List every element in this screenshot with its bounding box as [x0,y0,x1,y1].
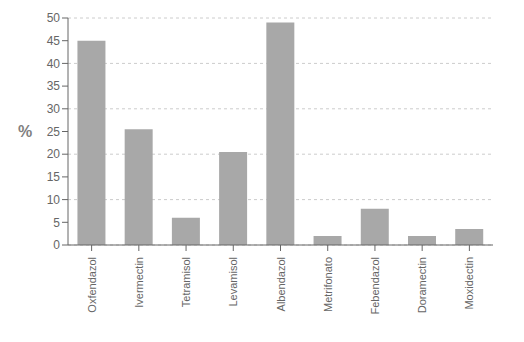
svg-text:Moxidectin: Moxidectin [463,257,475,310]
svg-text:Metrifonato: Metrifonato [322,257,334,312]
svg-text:Oxfendazol: Oxfendazol [86,257,98,313]
svg-text:40: 40 [47,57,61,71]
svg-text:Febendazol: Febendazol [369,257,381,315]
svg-text:Doramectin: Doramectin [416,257,428,313]
svg-text:%: % [18,123,32,140]
svg-text:30: 30 [47,102,61,116]
svg-text:0: 0 [53,238,60,252]
svg-text:5: 5 [53,216,60,230]
svg-text:Levamisol: Levamisol [227,257,239,307]
svg-text:10: 10 [47,193,61,207]
svg-text:25: 25 [47,125,61,139]
svg-text:35: 35 [47,79,61,93]
svg-text:Albendazol: Albendazol [275,257,287,311]
svg-text:45: 45 [47,34,61,48]
svg-text:Tetramisol: Tetramisol [180,257,192,307]
svg-text:20: 20 [47,147,61,161]
svg-text:15: 15 [47,170,61,184]
svg-text:50: 50 [47,11,61,25]
svg-text:Ivermectin: Ivermectin [133,257,145,308]
